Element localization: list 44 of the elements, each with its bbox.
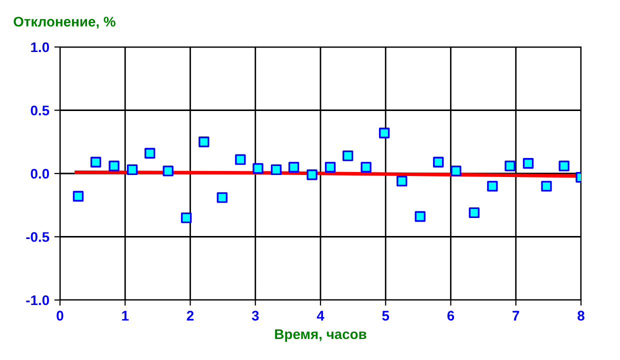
point <box>90 156 102 168</box>
y-axis-title: Отклонение, % <box>14 16 116 29</box>
point <box>522 158 534 169</box>
point <box>487 180 498 192</box>
y-tick-label: -0.5 <box>26 232 50 242</box>
x-tick-label: 6 <box>447 310 454 321</box>
x-tick-label: 3 <box>252 310 259 321</box>
point <box>72 190 84 202</box>
point <box>504 160 516 172</box>
x-axis-title: Время, часов <box>275 329 366 342</box>
point <box>342 150 354 162</box>
x-tick-label: 0 <box>56 310 64 321</box>
point <box>198 136 210 148</box>
point <box>468 207 480 218</box>
x-tick-label: 7 <box>512 310 520 320</box>
point <box>144 148 156 159</box>
x-tick-label: 1 <box>122 310 129 320</box>
x-tick-label: 4 <box>316 310 324 320</box>
point <box>324 162 336 173</box>
point <box>558 160 570 172</box>
y-tick-label: 1.0 <box>31 42 50 52</box>
point <box>414 211 426 222</box>
point <box>181 212 192 224</box>
point <box>378 128 390 138</box>
point <box>288 162 300 173</box>
y-tick-label: 0.0 <box>30 168 50 179</box>
point <box>162 166 174 176</box>
x-tick-label: 8 <box>578 310 584 321</box>
point <box>433 156 444 168</box>
point <box>360 162 372 173</box>
point <box>306 169 318 180</box>
point <box>541 180 552 192</box>
point <box>126 164 138 176</box>
point <box>252 163 264 174</box>
point <box>235 154 246 165</box>
x-tick-label: 2 <box>186 310 194 320</box>
point <box>108 160 120 172</box>
point <box>216 192 228 203</box>
x-tick-label: 5 <box>382 310 390 321</box>
point <box>270 164 282 176</box>
point <box>396 176 408 186</box>
y-tick-label: -1.0 <box>26 295 50 306</box>
point <box>450 166 462 176</box>
y-tick-label: 0.5 <box>30 106 50 116</box>
